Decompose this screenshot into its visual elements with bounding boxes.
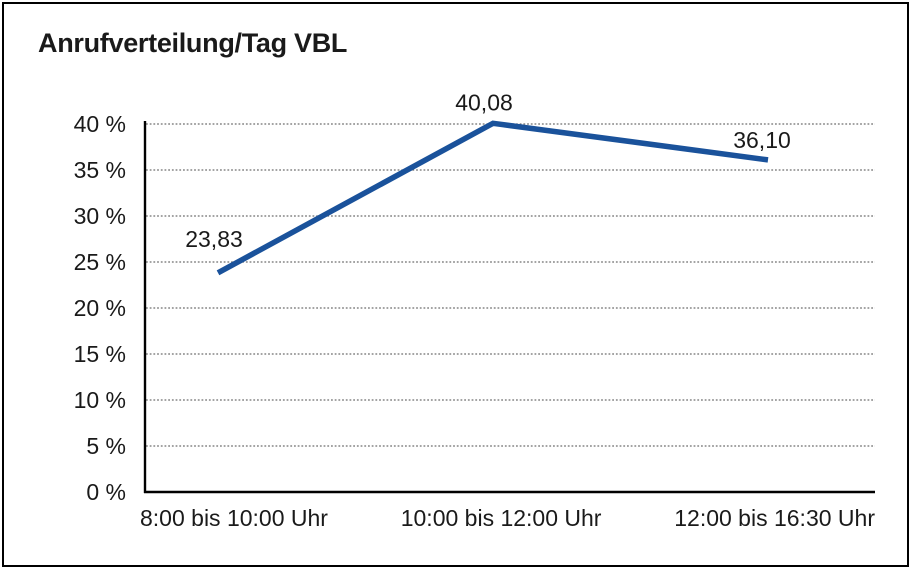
y-tick-label: 25 % xyxy=(74,249,126,275)
y-tick-label: 35 % xyxy=(74,157,126,183)
chart-title: Anrufverteilung/Tag VBL xyxy=(38,28,348,58)
x-axis-category-label: 8:00 bis 10:00 Uhr xyxy=(140,505,328,531)
x-axis-category-label: 10:00 bis 12:00 Uhr xyxy=(400,505,602,531)
x-axis-category-label: 12:00 bis 16:30 Uhr xyxy=(674,505,875,531)
chart-frame-border xyxy=(2,2,909,567)
y-tick-label: 15 % xyxy=(74,341,126,367)
y-tick-label: 30 % xyxy=(74,203,126,229)
y-tick-label: 10 % xyxy=(74,387,126,413)
x-axis-labels: 8:00 bis 10:00 Uhr 10:00 bis 12:00 Uhr 12:… xyxy=(140,504,875,532)
data-point-label: 23,83 xyxy=(185,226,243,252)
y-tick-label: 5 % xyxy=(86,433,126,459)
y-tick-label: 40 % xyxy=(74,111,126,137)
data-point-label: 36,10 xyxy=(733,127,791,153)
y-tick-label: 0 % xyxy=(86,479,126,505)
y-tick-label: 20 % xyxy=(74,295,126,321)
data-series-line xyxy=(216,120,769,276)
data-point-label: 40,08 xyxy=(455,89,513,115)
